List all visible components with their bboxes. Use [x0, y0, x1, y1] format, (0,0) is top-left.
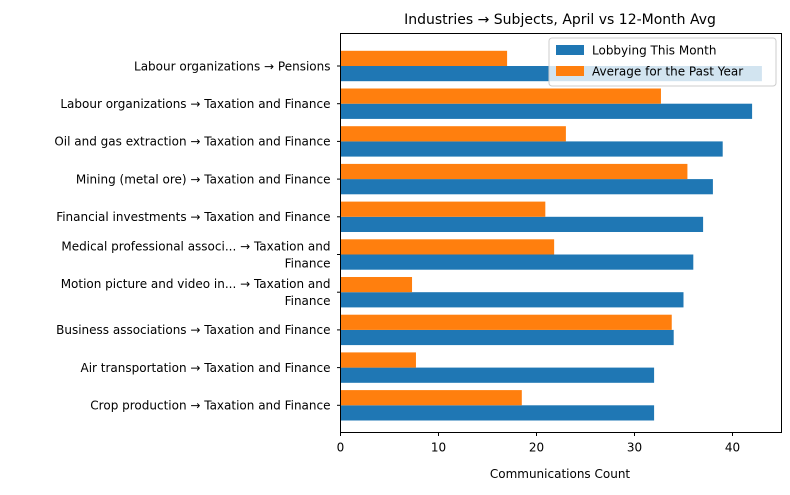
legend: Lobbying This Month Average for the Past …: [548, 37, 777, 87]
bar-this-month-4: [340, 216, 704, 232]
chart-title: Industries → Subjects, April vs 12-Month…: [404, 12, 716, 28]
legend-label-0: Lobbying This Month: [592, 44, 716, 58]
y-tick-label-0: Labour organizations → Pensions: [134, 59, 330, 73]
legend-swatch-0: [556, 45, 584, 55]
x-axis: 0 10 20 30 40: [337, 432, 740, 455]
bar-this-month-3: [340, 179, 713, 195]
y-tick-label-9: Crop production → Taxation and Finance: [90, 399, 330, 413]
bar-this-month-1: [340, 103, 753, 119]
x-tick-label-1: 10: [431, 441, 446, 455]
bar-past-year-avg-5: [340, 239, 555, 255]
y-tick-label-4: Financial investments → Taxation and Fin…: [56, 210, 330, 224]
plot-frame: [340, 33, 782, 433]
y-tick-label-6: Motion picture and video in... → Taxatio…: [61, 277, 331, 308]
x-tick-label-0: 0: [337, 441, 345, 455]
x-tick-label-2: 20: [529, 441, 544, 455]
bar-this-month-2: [340, 141, 723, 157]
bar-past-year-avg-9: [340, 390, 522, 406]
legend-frame: [548, 37, 777, 87]
bar-past-year-avg-4: [340, 201, 546, 217]
y-tick-label-3: Mining (metal ore) → Taxation and Financ…: [76, 172, 331, 186]
y-tick-label-5: Medical professional associ... → Taxatio…: [61, 239, 330, 270]
bar-past-year-avg-8: [340, 352, 416, 368]
bar-this-month-8: [340, 367, 655, 383]
bar-past-year-avg-2: [340, 126, 566, 142]
bar-past-year-avg-0: [340, 50, 508, 66]
legend-label-1: Average for the Past Year: [592, 65, 743, 79]
bar-this-month-7: [340, 329, 674, 346]
legend-swatch-1: [556, 66, 584, 76]
x-tick-label-4: 40: [725, 441, 740, 455]
bar-this-month-9: [340, 405, 655, 421]
x-axis-label: Communications Count: [490, 467, 631, 481]
x-tick-label-3: 30: [627, 441, 642, 455]
bar-past-year-avg-1: [340, 88, 661, 104]
bar-past-year-avg-6: [340, 277, 413, 293]
y-tick-label-1: Labour organizations → Taxation and Fina…: [60, 97, 330, 111]
bar-past-year-avg-3: [340, 163, 688, 180]
y-tick-label-8: Air transportation → Taxation and Financ…: [80, 361, 330, 375]
bar-past-year-avg-7: [340, 314, 672, 330]
bar-this-month-5: [340, 254, 694, 270]
y-tick-label-2: Oil and gas extraction → Taxation and Fi…: [54, 135, 330, 149]
y-axis: Labour organizations → Pensions Labour or…: [54, 59, 341, 413]
bars-layer: [340, 50, 762, 421]
y-tick-label-7: Business associations → Taxation and Fin…: [56, 323, 330, 337]
bar-this-month-6: [340, 292, 684, 308]
